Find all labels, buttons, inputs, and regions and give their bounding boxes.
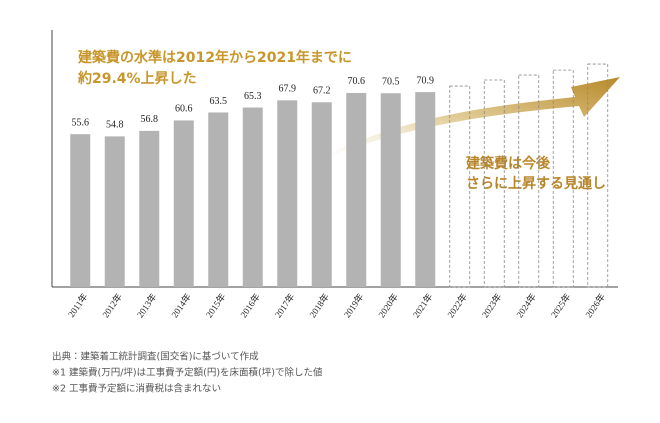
note: 出典：建築着工統計調査(国交省)に基づいて作成 [52, 351, 259, 363]
annotation: 建築費は今後 [465, 155, 551, 172]
bar [415, 92, 436, 288]
value-label: 63.5 [210, 96, 228, 107]
value-label: 67.9 [279, 84, 297, 95]
value-label: 56.8 [141, 114, 159, 125]
x-tick-label: 2017年 [272, 291, 297, 319]
note: ※2 工事費予定額に消費税は含まれない [52, 383, 221, 395]
annotation: 約29.4%上昇した [77, 70, 197, 87]
x-tick-label: 2025年 [548, 291, 573, 319]
bar [346, 92, 367, 287]
bar [311, 102, 332, 287]
value-label: 54.8 [106, 120, 124, 131]
annotation: さらに上昇する見通し [466, 176, 606, 192]
trend-arrow [300, 77, 620, 168]
note: ※1 建築費(万円/坪)は工事費予定額(円)を床面積(坪)で除した値 [52, 367, 323, 379]
value-label: 67.2 [313, 86, 331, 97]
bar [70, 134, 91, 287]
x-tick-label: 2012年 [100, 291, 125, 319]
forecast-bar [449, 85, 471, 288]
x-tick-label: 2022年 [445, 291, 470, 319]
annotation: 建築費の水準は2012年から2021年までに [77, 49, 352, 66]
bar [277, 100, 298, 287]
x-tick-label: 2024年 [514, 291, 539, 319]
bar [380, 93, 401, 287]
value-label: 70.9 [417, 75, 435, 86]
x-tick-label: 2018年 [307, 291, 332, 319]
bar [173, 120, 194, 287]
value-label: 70.5 [382, 77, 400, 88]
forecast-bar [552, 69, 574, 288]
bar [139, 130, 160, 287]
value-label: 65.3 [244, 91, 262, 102]
forecast-bar [483, 79, 505, 288]
x-tick-label: 2021年 [410, 291, 435, 319]
value-label: 55.6 [72, 117, 90, 128]
forecast-bar [518, 74, 540, 288]
x-tick-label: 2026年 [583, 291, 608, 319]
x-tick-label: 2019年 [341, 291, 366, 319]
value-label: 60.6 [175, 104, 193, 115]
x-tick-label: 2013年 [134, 291, 159, 319]
x-tick-label: 2014年 [169, 291, 194, 319]
x-tick-label: 2011年 [65, 291, 89, 319]
x-tick-label: 2016年 [238, 291, 263, 319]
x-tick-label: 2023年 [479, 291, 504, 319]
x-tick-label: 2015年 [203, 291, 228, 319]
bar [242, 107, 263, 287]
forecast-bar [587, 63, 609, 288]
x-tick-label: 2020年 [376, 291, 401, 319]
bar [104, 136, 125, 287]
value-label: 70.6 [348, 76, 366, 87]
bar [208, 112, 229, 287]
